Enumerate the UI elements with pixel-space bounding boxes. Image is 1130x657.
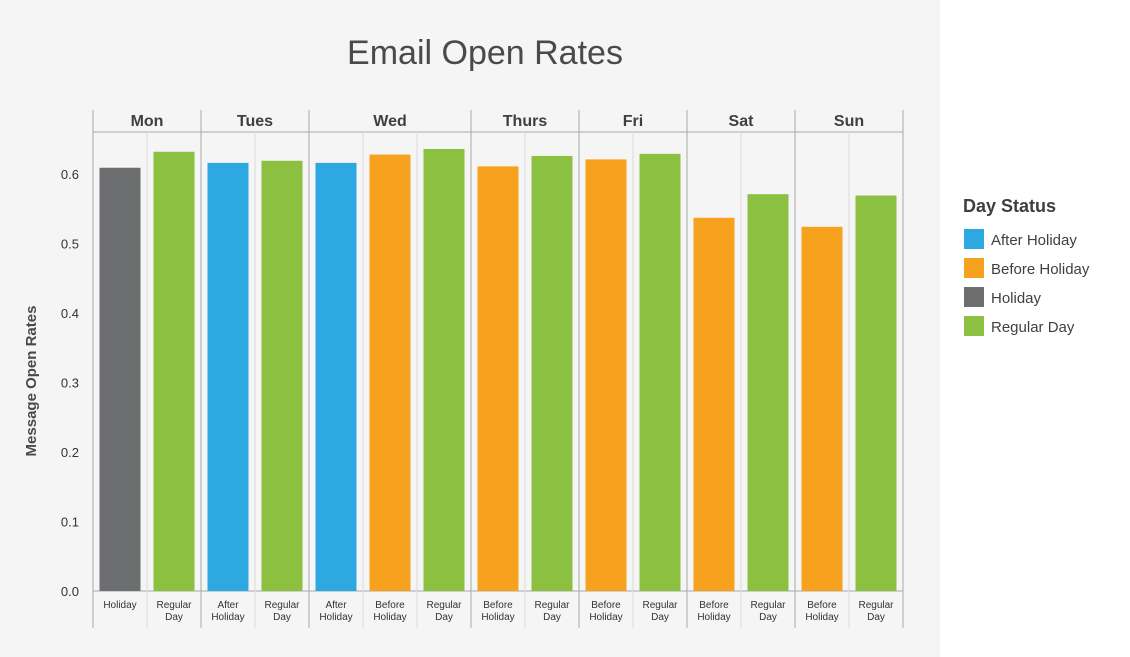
category-label: Before Holiday <box>697 600 730 623</box>
category-label: Before Holiday <box>589 600 622 623</box>
legend-swatch-regular-day <box>964 316 984 336</box>
category-label-line: Regular <box>750 600 786 611</box>
category-label-line: Regular <box>426 600 462 611</box>
legend-label: Holiday <box>991 290 1042 307</box>
bar-wed-before-holiday <box>369 154 411 592</box>
chart-title: Email Open Rates <box>347 34 623 72</box>
category-label: Regular Day <box>426 600 462 623</box>
bar-fri-regular-day <box>639 153 681 591</box>
day-header-tues: Tues <box>237 113 273 130</box>
bar-fri-before-holiday <box>585 159 627 591</box>
category-label: Regular Day <box>750 600 786 623</box>
y-tick-label: 0.6 <box>61 167 79 182</box>
category-label-line: Before <box>483 600 513 611</box>
y-tick-label: 0.1 <box>61 515 79 530</box>
category-label-line: Before <box>375 600 405 611</box>
bar-sat-regular-day <box>747 194 789 591</box>
day-headers: Mon Tues Wed Thurs Fri Sat Sun <box>131 113 865 130</box>
bar-tues-after-holiday <box>207 162 249 591</box>
category-label-line: Before <box>807 600 837 611</box>
category-label: After Holiday <box>211 600 244 623</box>
category-label-line: Regular <box>264 600 300 611</box>
category-label: Before Holiday <box>481 600 514 623</box>
category-label-line: Day <box>759 612 777 623</box>
category-label: Regular Day <box>858 600 894 623</box>
category-label: Regular Day <box>534 600 570 623</box>
category-label-line: Holiday <box>697 612 730 623</box>
bars-layer <box>99 148 897 592</box>
day-header-fri: Fri <box>623 113 643 130</box>
day-header-thurs: Thurs <box>503 113 548 130</box>
category-label-line: Regular <box>156 600 192 611</box>
category-label-line: Day <box>165 612 183 623</box>
category-label: Before Holiday <box>805 600 838 623</box>
bar-mon-regular-day <box>153 151 195 591</box>
category-label-line: Holiday <box>211 612 244 623</box>
category-label-line: Day <box>435 612 453 623</box>
day-header-wed: Wed <box>373 113 406 130</box>
bar-sat-before-holiday <box>693 217 735 591</box>
y-tick-label: 0.3 <box>61 376 79 391</box>
category-label-line: Holiday <box>103 600 136 611</box>
legend-title: Day Status <box>963 196 1056 216</box>
y-axis-label: Message Open Rates <box>23 306 40 457</box>
legend-label: Regular Day <box>991 319 1075 336</box>
bar-wed-after-holiday <box>315 162 357 591</box>
y-axis-ticks: 0.0 0.1 0.2 0.3 0.4 0.5 0.6 <box>61 167 79 599</box>
y-tick-label: 0.4 <box>61 306 79 321</box>
day-header-mon: Mon <box>131 113 164 130</box>
category-label: After Holiday <box>319 600 352 623</box>
legend: Day Status After Holiday Before Holiday Ho… <box>963 196 1090 336</box>
legend-swatch-before-holiday <box>964 258 984 278</box>
category-label: Before Holiday <box>373 600 406 623</box>
category-label-line: Regular <box>534 600 570 611</box>
category-label-line: Holiday <box>805 612 838 623</box>
y-tick-label: 0.2 <box>61 445 79 460</box>
bar-sun-before-holiday <box>801 226 843 591</box>
category-label-line: After <box>217 600 239 611</box>
category-label: Regular Day <box>156 600 192 623</box>
day-header-sat: Sat <box>729 113 755 130</box>
category-label-line: Holiday <box>481 612 514 623</box>
day-header-sun: Sun <box>834 113 864 130</box>
bar-thurs-before-holiday <box>477 166 519 592</box>
category-label-line: Holiday <box>373 612 406 623</box>
bar-tues-regular-day <box>261 160 303 592</box>
legend-swatch-holiday <box>964 287 984 307</box>
category-label: Holiday <box>103 600 136 611</box>
category-label: Regular Day <box>642 600 678 623</box>
category-label: Regular Day <box>264 600 300 623</box>
category-label-line: Regular <box>642 600 678 611</box>
category-label-line: Holiday <box>589 612 622 623</box>
category-label-line: Day <box>273 612 291 623</box>
category-label-line: Before <box>699 600 729 611</box>
legend-swatch-after-holiday <box>964 229 984 249</box>
y-tick-label: 0.0 <box>61 584 79 599</box>
category-label-line: Holiday <box>319 612 352 623</box>
legend-label: Before Holiday <box>991 261 1090 278</box>
category-label-line: Regular <box>858 600 894 611</box>
category-label-line: After <box>325 600 347 611</box>
bar-wed-regular-day <box>423 148 465 592</box>
y-tick-label: 0.5 <box>61 237 79 252</box>
bar-thurs-regular-day <box>531 155 573 591</box>
category-label-line: Day <box>867 612 885 623</box>
category-label-line: Day <box>651 612 669 623</box>
category-label-line: Before <box>591 600 621 611</box>
bar-sun-regular-day <box>855 195 897 592</box>
bar-mon-holiday <box>99 167 141 591</box>
category-label-line: Day <box>543 612 561 623</box>
legend-label: After Holiday <box>991 232 1077 249</box>
